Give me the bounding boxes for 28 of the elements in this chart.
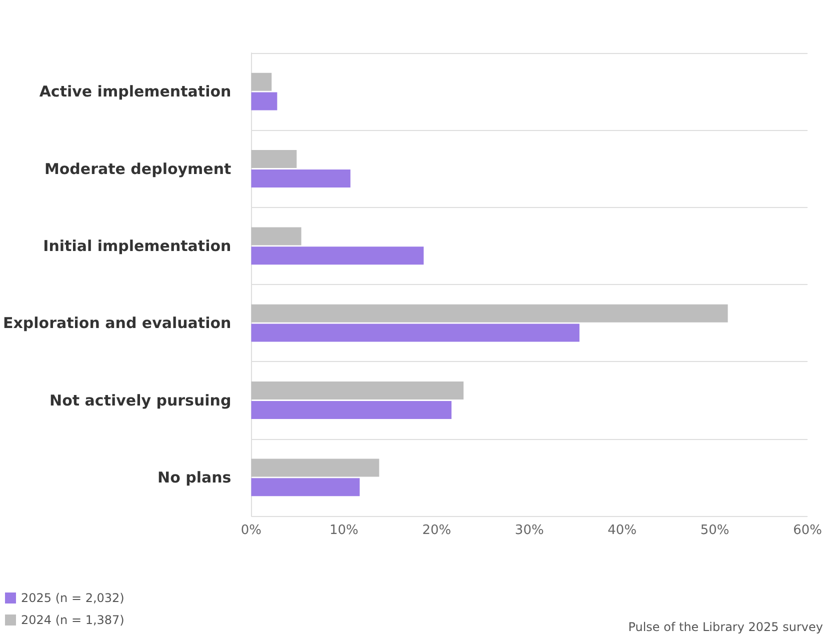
y-tick-label: Moderate deployment bbox=[44, 160, 232, 178]
y-tick-label: Initial implementation bbox=[43, 236, 232, 255]
bar bbox=[251, 304, 728, 322]
bar bbox=[251, 169, 350, 188]
x-tick-label: 0% bbox=[240, 523, 262, 538]
legend-label: 2024 (n = 1,387) bbox=[21, 613, 124, 627]
x-tick-label: 40% bbox=[608, 523, 637, 538]
y-tick-label: Not actively pursuing bbox=[50, 391, 232, 410]
bar bbox=[251, 324, 580, 342]
y-tick-label: Exploration and evaluation bbox=[2, 314, 232, 332]
y-tick-label: Active implementation bbox=[39, 82, 232, 101]
text: Pulse of the Library 2025 survey bbox=[628, 620, 824, 634]
x-tick-label: 10% bbox=[329, 523, 358, 538]
bar bbox=[251, 150, 297, 168]
legend-label: 2025 (n = 2,032) bbox=[21, 591, 124, 605]
bar bbox=[251, 227, 302, 246]
bar bbox=[251, 458, 380, 477]
bar bbox=[251, 400, 452, 419]
bar bbox=[251, 72, 272, 91]
bar bbox=[251, 246, 424, 265]
bar bbox=[251, 382, 464, 400]
x-tick-label: 60% bbox=[793, 523, 822, 538]
bar bbox=[251, 478, 360, 496]
bar bbox=[251, 92, 278, 110]
x-tick-label: 50% bbox=[700, 523, 730, 538]
y-tick-label: No plans bbox=[158, 468, 232, 486]
x-tick-label: 30% bbox=[514, 523, 544, 538]
x-tick-label: 20% bbox=[422, 523, 452, 538]
